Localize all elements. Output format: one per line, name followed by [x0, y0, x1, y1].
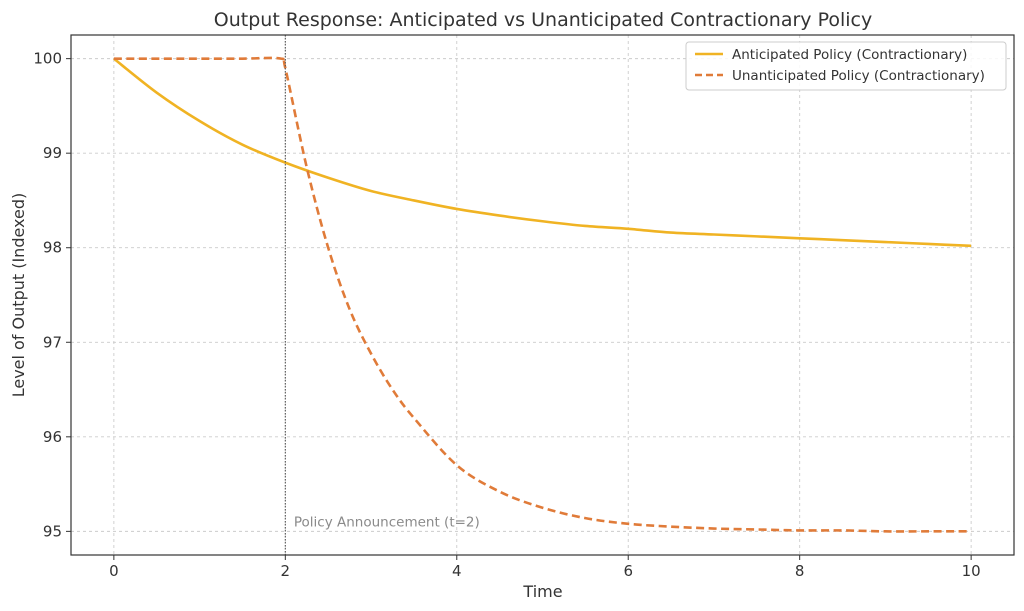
- series-lines: [113, 55, 972, 533]
- unanticipated-policy-line: [113, 55, 972, 533]
- y-tick-label: 97: [43, 333, 62, 351]
- y-tick-label: 100: [33, 50, 62, 68]
- annotation-layer: Policy Announcement (t=2): [284, 35, 480, 555]
- y-axis-label: Level of Output (Indexed): [9, 193, 28, 398]
- x-tick-label: 0: [109, 562, 119, 580]
- x-tick-label: 4: [452, 562, 462, 580]
- legend-label-anticipated: Anticipated Policy (Contractionary): [732, 47, 967, 63]
- x-axis-label: Time: [522, 582, 562, 601]
- x-tick-label: 10: [962, 562, 981, 580]
- y-tick-label: 95: [43, 522, 62, 540]
- legend-box: [685, 41, 1007, 91]
- axis-ticks: 0 2 4 6 8 10 95 96 97 98 99 100: [33, 50, 980, 580]
- y-tick-label: 98: [43, 239, 62, 257]
- y-tick-label: 96: [43, 428, 62, 446]
- chart-title: Output Response: Anticipated vs Unantici…: [214, 9, 872, 31]
- grid-lines: [71, 35, 1014, 555]
- legend: Anticipated Policy (Contractionary) Unant…: [685, 41, 1007, 91]
- anticipated-policy-line: [113, 57, 972, 248]
- x-tick-label: 2: [281, 562, 291, 580]
- legend-label-unanticipated: Unanticipated Policy (Contractionary): [732, 68, 985, 84]
- plot-area-frame: [70, 34, 1015, 556]
- policy-announcement-annotation: Policy Announcement (t=2): [294, 515, 480, 531]
- x-tick-label: 6: [623, 562, 633, 580]
- y-tick-label: 99: [43, 144, 62, 162]
- x-tick-label: 8: [795, 562, 805, 580]
